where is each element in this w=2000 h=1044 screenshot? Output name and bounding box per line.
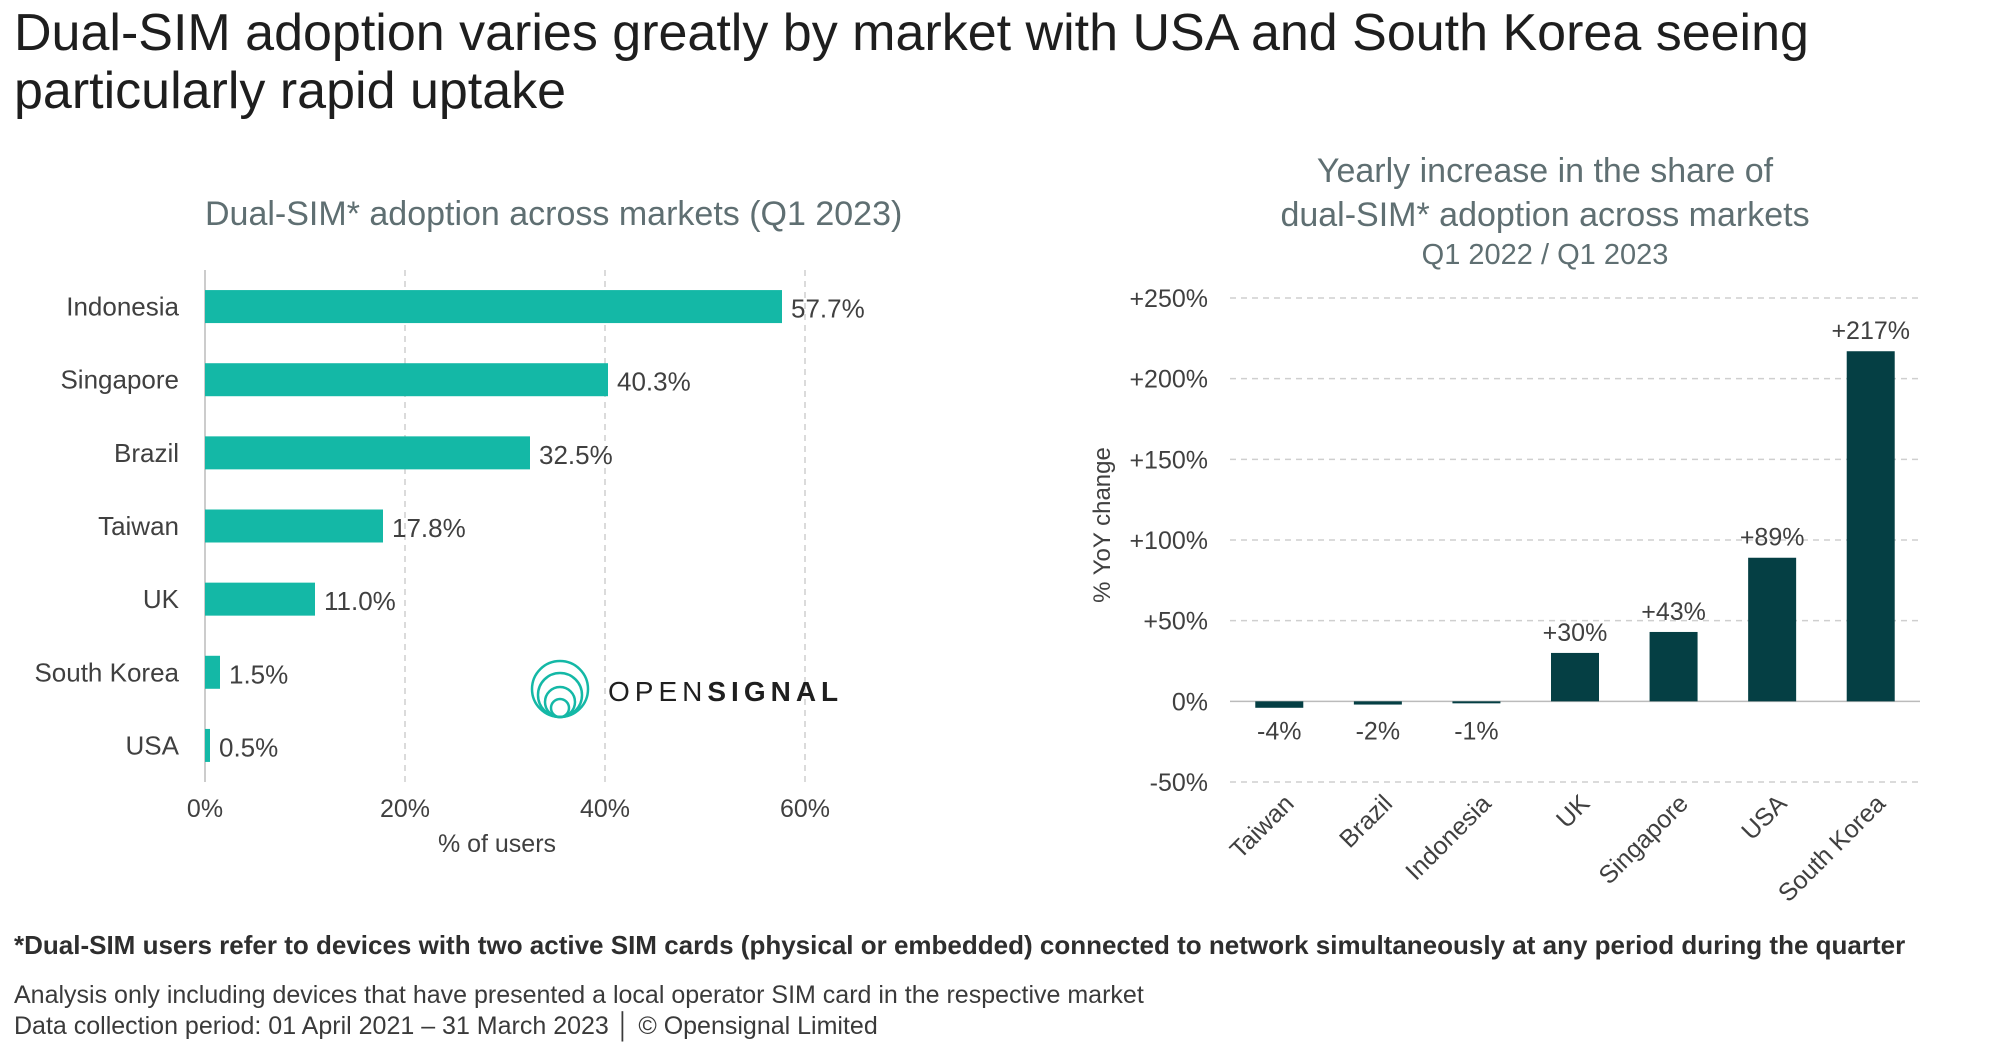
page-title: Dual-SIM adoption varies greatly by mark…: [14, 4, 1809, 120]
y-tick-label: +250%: [1129, 285, 1208, 313]
bar-usa: [205, 728, 210, 762]
value-label-south-korea: 1.5%: [229, 659, 288, 689]
yoy-change-bar-chart: Yearly increase in the share of dual-SIM*…: [1089, 152, 1920, 908]
y-tick-label: 0%: [1172, 688, 1208, 716]
category-label-brazil: Brazil: [114, 438, 179, 468]
x-tick-label: 60%: [780, 795, 830, 823]
bar-indonesia: [1452, 701, 1501, 704]
data-period-note: Data collection period: 01 April 2021 – …: [14, 1012, 878, 1040]
bar-taiwan: [1255, 701, 1304, 708]
value-label-indonesia: -1%: [1454, 717, 1498, 745]
logo-ring: [549, 697, 571, 719]
logo-prefix: OPEN: [608, 676, 707, 707]
bar-taiwan: [205, 509, 383, 543]
category-label-singapore: Singapore: [1593, 789, 1693, 889]
category-label-taiwan: Taiwan: [1225, 789, 1300, 864]
bar-brazil: [205, 436, 530, 470]
dual-sim-footnote: *Dual-SIM users refer to devices with tw…: [14, 930, 1906, 960]
logo-ring: [543, 685, 577, 719]
y-tick-label: +50%: [1143, 608, 1208, 636]
y-tick-label: +100%: [1129, 527, 1208, 555]
adoption-bar-chart: Dual-SIM* adoption across markets (Q1 20…: [34, 195, 902, 858]
value-label-taiwan: 17.8%: [392, 513, 466, 543]
logo-suffix: SIGNAL: [707, 676, 843, 707]
bar-indonesia: [205, 290, 782, 324]
value-label-uk: 11.0%: [324, 586, 396, 616]
y-tick-label: +150%: [1129, 446, 1208, 474]
analysis-note: Analysis only including devices that hav…: [14, 981, 1144, 1009]
category-label-usa: USA: [1736, 789, 1792, 845]
bar-brazil: [1353, 701, 1402, 705]
bar-singapore: [1649, 631, 1698, 702]
bar-uk: [205, 582, 315, 616]
value-label-taiwan: -4%: [1257, 717, 1301, 745]
chart-subtitle: Q1 2022 / Q1 2023: [1422, 239, 1669, 271]
category-label-taiwan: Taiwan: [98, 511, 179, 541]
brand-logo-text: OPENSIGNAL: [608, 676, 843, 707]
chart-title-line-2: dual-SIM* adoption across markets: [1280, 196, 1809, 234]
y-tick-label: +200%: [1129, 366, 1208, 394]
value-label-uk: +30%: [1543, 619, 1608, 647]
bar-usa: [1748, 557, 1797, 702]
category-label-indonesia: Indonesia: [66, 292, 179, 322]
category-label-south-korea: South Korea: [1773, 789, 1891, 907]
category-label-uk: UK: [1551, 789, 1596, 834]
value-label-singapore: +43%: [1641, 598, 1706, 626]
value-label-brazil: 32.5%: [539, 440, 613, 470]
x-axis-label: % of users: [438, 830, 556, 858]
category-label-south-korea: South Korea: [34, 657, 179, 687]
bar-singapore: [205, 363, 608, 397]
bar-south-korea: [205, 655, 220, 689]
logo-ring: [536, 671, 584, 719]
y-tick-label: -50%: [1150, 769, 1208, 797]
x-tick-label: 20%: [380, 795, 430, 823]
value-label-usa: +89%: [1740, 524, 1805, 552]
category-label-brazil: Brazil: [1334, 789, 1398, 853]
logo-ring: [530, 659, 590, 719]
bar-south-korea: [1846, 351, 1895, 702]
chart-title-line-1: Yearly increase in the share of: [1317, 152, 1774, 190]
value-label-brazil: -2%: [1356, 717, 1400, 745]
value-label-usa: 0.5%: [219, 732, 278, 762]
category-label-indonesia: Indonesia: [1400, 789, 1497, 886]
value-label-south-korea: +217%: [1831, 317, 1910, 345]
bar-uk: [1551, 652, 1599, 702]
value-label-indonesia: 57.7%: [791, 294, 865, 324]
category-label-uk: UK: [143, 584, 180, 614]
x-tick-label: 40%: [580, 795, 630, 823]
y-axis-label: % YoY change: [1089, 447, 1116, 603]
category-label-singapore: Singapore: [60, 365, 179, 395]
chart-title: Dual-SIM* adoption across markets (Q1 20…: [205, 195, 902, 233]
x-tick-label: 0%: [187, 795, 223, 823]
category-label-usa: USA: [126, 730, 180, 760]
value-label-singapore: 40.3%: [617, 367, 691, 397]
opensignal-rings-icon: [530, 659, 590, 719]
